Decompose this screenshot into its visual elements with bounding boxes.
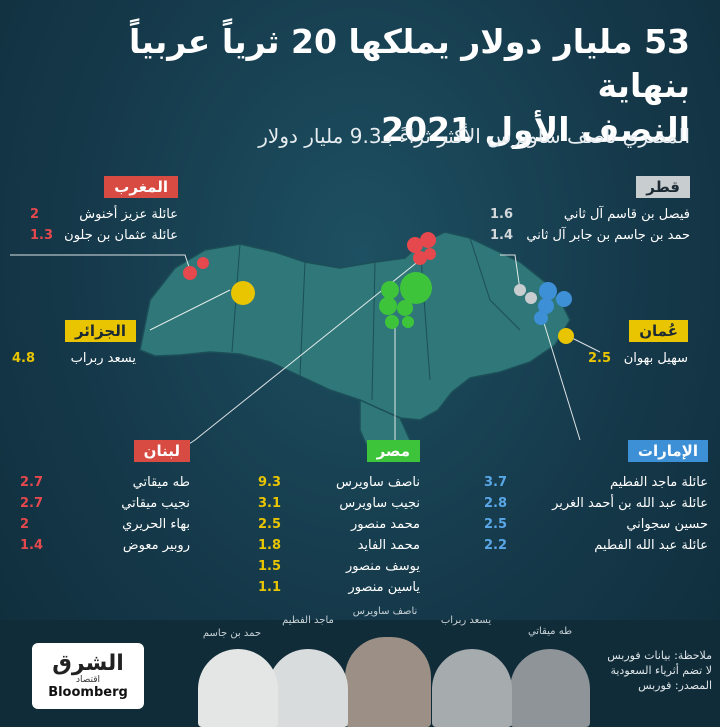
bubbles xyxy=(183,232,574,344)
tag-morocco: المغرب xyxy=(104,176,178,198)
group-qatar: قطر فيصل بن قاسم آل ثاني 1.6 حمد بن جاسم … xyxy=(490,176,690,246)
group-lebanon: لبنان طه ميقاتي 2.7 نجيب ميقاتي 2.7 بهاء ا… xyxy=(20,440,190,556)
list-item: محمد منصور 2.5 xyxy=(258,517,420,532)
list-item: نجيب ميقاتي 2.7 xyxy=(20,496,190,511)
list-item: يسعد ربراب 4.8 xyxy=(12,351,136,366)
bubble-lebanon-2 xyxy=(420,232,436,248)
bubble-egypt-3 xyxy=(379,297,397,315)
list-item: عائلة عثمان بن جلون 1.3 xyxy=(30,228,178,243)
asharq-bloomberg-logo: الشرق اقتصاد Bloomberg xyxy=(32,643,144,709)
bubble-qatar-2 xyxy=(525,292,537,304)
title-line-1: 53 مليار دولار يملكها 20 ثرياً عربياً بن… xyxy=(129,22,690,105)
list-item: نجيب ساويرس 3.1 xyxy=(258,496,420,511)
bubble-morocco-2 xyxy=(197,257,209,269)
bubble-uae-3 xyxy=(538,298,554,314)
bubble-egypt-2 xyxy=(381,281,399,299)
portrait-person xyxy=(268,649,348,727)
bubble-lebanon-1 xyxy=(407,237,423,253)
bubble-oman xyxy=(558,328,574,344)
list-item: حمد بن جاسم بن جابر آل ثاني 1.4 xyxy=(490,228,690,243)
list-item: روبير معوض 1.4 xyxy=(20,538,190,553)
portrait-person xyxy=(510,649,590,727)
list-item: حسين سجواني 2.5 xyxy=(484,517,708,532)
tag-egypt: مصر xyxy=(366,440,420,462)
bubble-lebanon-3 xyxy=(413,251,427,265)
list-item: عائلة عبد الله الفطيم 2.2 xyxy=(484,538,708,553)
portrait-label: ناصف ساويرس xyxy=(352,606,418,617)
tag-algeria: الجزائر xyxy=(64,320,136,342)
subtitle: المصري ناصف ساويرس الأكثر ثراءً بـ9.3 مل… xyxy=(258,124,690,148)
group-algeria: الجزائر يسعد ربراب 4.8 xyxy=(12,320,136,369)
map-borders xyxy=(231,237,521,401)
tag-uae: الإمارات xyxy=(627,440,708,462)
portrait-label: يسعد ربراب xyxy=(440,615,492,626)
bubble-uae-4 xyxy=(534,311,548,325)
list-item: عائلة ماجد الفطيم 3.7 xyxy=(484,475,708,490)
bubble-egypt-5 xyxy=(385,315,399,329)
bubble-algeria xyxy=(231,281,255,305)
title-line-2: النصف الأول 2021 xyxy=(381,110,690,149)
group-egypt: مصر ناصف ساويرس 9.3 نجيب ساويرس 3.1 محمد م… xyxy=(258,440,420,598)
bubble-egypt-4 xyxy=(397,300,413,316)
list-item: عائلة عزيز أخنوش 2 xyxy=(30,207,178,222)
bubble-qatar-1 xyxy=(514,284,526,296)
list-item: محمد الفايد 1.8 xyxy=(258,538,420,553)
list-item: ياسين منصور 1.1 xyxy=(258,580,420,595)
tag-lebanon: لبنان xyxy=(133,440,190,462)
portrait-label: طه ميقاتي xyxy=(527,626,573,637)
bubble-morocco-1 xyxy=(183,266,197,280)
bubble-lebanon-4 xyxy=(424,248,436,260)
tag-oman: عُمان xyxy=(629,320,688,342)
source-note: ملاحظة: بيانات فوربس لا تضم أثرياء السعو… xyxy=(607,649,712,692)
bubble-uae-1 xyxy=(539,282,557,300)
portrait-label: ماجد الفطيم xyxy=(282,615,334,626)
group-morocco: المغرب عائلة عزيز أخنوش 2 عائلة عثمان بن … xyxy=(30,176,178,246)
list-item: عائلة عبد الله بن أحمد الغرير 2.8 xyxy=(484,496,708,511)
bubble-egypt-1 xyxy=(400,272,432,304)
tag-qatar: قطر xyxy=(636,176,690,198)
portrait-person xyxy=(432,649,512,727)
list-item: بهاء الحريري 2 xyxy=(20,517,190,532)
bubble-egypt-6 xyxy=(402,316,414,328)
group-uae: الإمارات عائلة ماجد الفطيم 3.7 عائلة عبد … xyxy=(484,440,708,556)
list-item: يوسف منصور 1.5 xyxy=(258,559,420,574)
page-title: 53 مليار دولار يملكها 20 ثرياً عربياً بن… xyxy=(30,20,690,152)
bubble-uae-2 xyxy=(556,291,572,307)
portrait-person xyxy=(345,637,431,727)
list-item: فيصل بن قاسم آل ثاني 1.6 xyxy=(490,207,690,222)
list-item: ناصف ساويرس 9.3 xyxy=(258,475,420,490)
group-oman: عُمان سهيل بهوان 2.5 xyxy=(588,320,688,369)
portrait-person xyxy=(198,649,278,727)
list-item: طه ميقاتي 2.7 xyxy=(20,475,190,490)
list-item: سهيل بهوان 2.5 xyxy=(588,351,688,366)
portrait-label: حمد بن جاسم xyxy=(202,628,262,639)
